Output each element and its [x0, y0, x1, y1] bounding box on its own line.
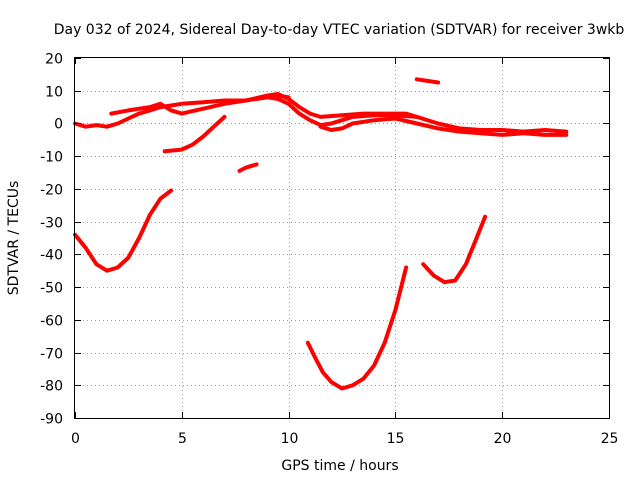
x-axis-label: GPS time / hours — [281, 458, 398, 474]
y-tick-label: -60 — [40, 314, 63, 330]
grid — [75, 58, 609, 418]
y-tick-label: -10 — [40, 150, 63, 166]
y-tick-label: -50 — [40, 281, 63, 297]
y-tick-label: -40 — [40, 248, 63, 264]
plot-frame — [74, 57, 610, 419]
series-trace — [237, 162, 259, 173]
series-trace — [162, 114, 227, 154]
y-tick-label: -20 — [40, 183, 63, 199]
x-tick-label: 20 — [494, 431, 512, 447]
series-trace — [421, 214, 488, 285]
y-tick-label: -90 — [40, 412, 63, 428]
series-trace — [254, 93, 291, 101]
y-tick-label: -70 — [40, 347, 63, 363]
series-trace — [305, 265, 409, 391]
series-trace — [73, 95, 569, 134]
series-trace — [318, 116, 569, 137]
y-axis-label: SDTVAR / TECUs — [6, 181, 22, 296]
series-layer — [73, 77, 569, 391]
axis-ticks: 20 10 0 -10 -20 -30 -40 -50 -60 -70 -80 -90 0 5 10 15 20… — [40, 52, 618, 448]
y-tick-label: 0 — [54, 117, 63, 133]
y-tick-label: -30 — [40, 216, 63, 232]
x-tick-label: 0 — [71, 431, 80, 447]
series-trace — [73, 188, 174, 273]
x-tick-label: 10 — [281, 431, 299, 447]
series-trace — [414, 77, 441, 85]
x-tick-label: 25 — [601, 431, 619, 447]
x-tick-label: 5 — [178, 431, 187, 447]
y-tick-label: 20 — [45, 52, 63, 68]
y-tick-label: -80 — [40, 379, 63, 395]
chart-title: Day 032 of 2024, Sidereal Day-to-day VTE… — [54, 22, 625, 38]
x-tick-label: 15 — [387, 431, 405, 447]
y-tick-label: 10 — [45, 85, 63, 101]
